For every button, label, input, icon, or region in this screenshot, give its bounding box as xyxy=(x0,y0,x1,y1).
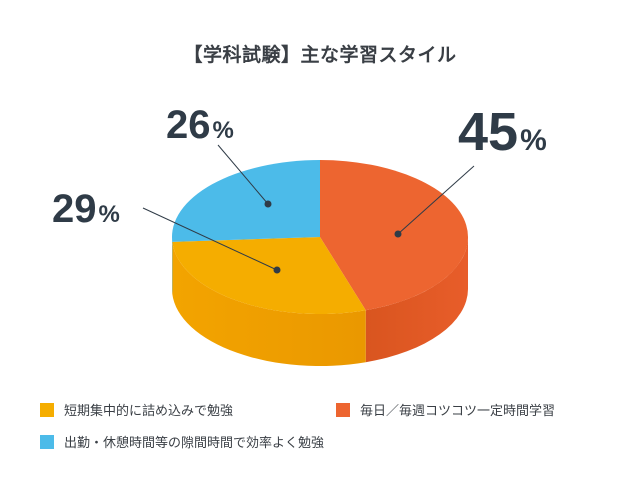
leader-line-0 xyxy=(397,165,475,235)
pie-slice-2 xyxy=(172,160,320,242)
leader-dot-1 xyxy=(273,266,281,274)
data-label-1: 29 xyxy=(52,187,97,231)
leader-dot-2 xyxy=(264,200,272,208)
data-label-2: 26 xyxy=(166,103,211,147)
data-label-0: 45 xyxy=(458,102,518,162)
legend-item-daily: 毎日／毎週コツコツ一定時間学習 xyxy=(336,400,555,419)
pie-side-1 xyxy=(172,241,366,367)
pie-slice-0 xyxy=(320,160,469,311)
leader-dot-0 xyxy=(394,230,402,238)
data-label-unit-2: % xyxy=(213,117,234,144)
legend-label-daily: 毎日／毎週コツコツ一定時間学習 xyxy=(360,404,556,419)
legend-label-gaps: 出勤・休憩時間等の隙間時間で効率よく勉強 xyxy=(64,436,325,451)
legend-item-short-term: 短期集中的に詰め込みで勉強 xyxy=(40,400,233,419)
chart-title: 【学科試験】主な学習スタイル xyxy=(183,44,457,66)
legend-swatch-gaps xyxy=(40,434,54,449)
data-label-unit-0: % xyxy=(520,124,547,157)
legend-swatch-short-term xyxy=(40,402,54,417)
leader-line-1 xyxy=(142,207,278,271)
pie-slice-1 xyxy=(172,237,366,314)
legend-label-short-term: 短期集中的に詰め込みで勉強 xyxy=(64,404,234,419)
pie-side-0 xyxy=(365,237,469,363)
data-label-unit-1: % xyxy=(99,201,120,228)
legend-item-gaps: 出勤・休憩時間等の隙間時間で効率よく勉強 xyxy=(40,432,324,451)
legend-swatch-daily xyxy=(336,402,350,417)
pie-chart: 45 %29 %26% xyxy=(52,102,547,367)
leader-line-2 xyxy=(217,144,269,205)
